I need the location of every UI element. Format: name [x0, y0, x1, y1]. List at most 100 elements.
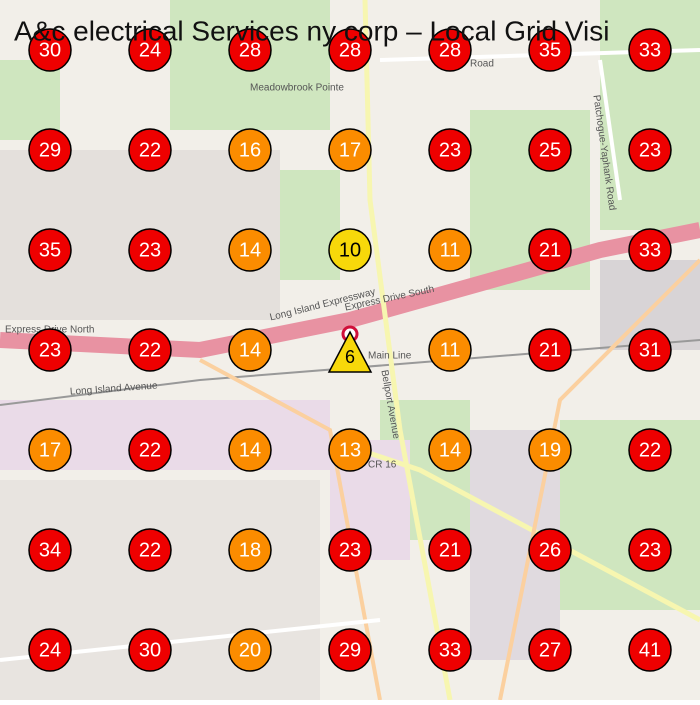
rank-marker [228, 428, 272, 472]
rank-marker [628, 28, 672, 72]
rank-marker [328, 528, 372, 572]
rank-marker [228, 328, 272, 372]
rank-label: 23 [39, 339, 61, 361]
rank-label: 29 [39, 139, 61, 161]
rank-marker [528, 328, 572, 372]
rank-label: 34 [39, 539, 61, 561]
rank-marker [28, 428, 72, 472]
rank-marker [28, 128, 72, 172]
rank-label: 35 [539, 39, 561, 61]
rank-label: 35 [39, 239, 61, 261]
rank-marker [128, 528, 172, 572]
rank-label: 33 [439, 639, 461, 661]
rank-marker [628, 128, 672, 172]
rank-label: 24 [139, 39, 161, 61]
rank-marker [228, 28, 272, 72]
rank-marker [628, 528, 672, 572]
rank-marker [228, 128, 272, 172]
rank-marker [328, 28, 372, 72]
rank-label: 25 [539, 139, 561, 161]
rank-marker [328, 628, 372, 672]
rank-marker [428, 628, 472, 672]
rank-marker [428, 528, 472, 572]
rank-label: 17 [39, 439, 61, 461]
rank-marker [28, 328, 72, 372]
rank-label: 10 [339, 239, 361, 261]
rank-marker [528, 428, 572, 472]
rank-marker [228, 528, 272, 572]
rank-marker [28, 528, 72, 572]
rank-label: 27 [539, 639, 561, 661]
rank-marker [328, 428, 372, 472]
rank-marker [128, 128, 172, 172]
rank-marker [628, 428, 672, 472]
rank-marker [528, 528, 572, 572]
rank-label: 14 [439, 439, 461, 461]
rank-marker [228, 628, 272, 672]
rank-marker [328, 228, 372, 272]
rank-label: 14 [239, 239, 261, 261]
rank-label: 23 [339, 539, 361, 561]
rank-marker [128, 328, 172, 372]
rank-label: 31 [639, 339, 661, 361]
rank-marker [128, 228, 172, 272]
rank-label: 33 [639, 239, 661, 261]
rank-label: 18 [239, 539, 261, 561]
rank-label: 41 [639, 639, 661, 661]
rank-label: 11 [440, 239, 461, 261]
rank-label: 26 [539, 539, 561, 561]
rank-label: 21 [539, 239, 561, 261]
rank-label: 28 [339, 39, 361, 61]
grid-markers: 30 24 28 28 28 35 33 29 22 16 17 23 25 23 35 23 14 10 11 21… [28, 28, 672, 672]
rank-marker [428, 228, 472, 272]
rank-label: 23 [639, 539, 661, 561]
map-label: Road [470, 59, 494, 70]
rank-label: 28 [239, 39, 261, 61]
rank-label: 22 [139, 539, 161, 561]
map-label: Meadowbrook Pointe [250, 83, 344, 94]
rank-marker [428, 28, 472, 72]
rank-label: 23 [639, 139, 661, 161]
rank-marker [28, 228, 72, 272]
rank-marker [428, 128, 472, 172]
business-marker [327, 330, 373, 373]
rank-marker [628, 228, 672, 272]
title: A&c electrical Services ny corp – Local … [14, 15, 610, 46]
rank-label: 14 [239, 439, 261, 461]
rank-label: 33 [639, 39, 661, 61]
rank-label: 21 [539, 339, 561, 361]
map-label: Main Line [368, 351, 412, 362]
rank-label: 14 [239, 339, 261, 361]
rank-marker [128, 428, 172, 472]
rank-marker [28, 28, 72, 72]
rank-marker [628, 328, 672, 372]
rank-label: 23 [439, 139, 461, 161]
rank-label: 24 [39, 639, 61, 661]
rank-marker [428, 328, 472, 372]
rank-label: 22 [139, 339, 161, 361]
rank-marker [428, 428, 472, 472]
business-rank: 6 [345, 347, 355, 367]
rank-label: 11 [440, 339, 461, 361]
rank-marker [528, 128, 572, 172]
rank-label: 17 [339, 139, 361, 161]
rank-marker [128, 28, 172, 72]
rank-label: 22 [639, 439, 661, 461]
rank-marker [128, 628, 172, 672]
rank-label: 22 [139, 439, 161, 461]
rank-marker [328, 128, 372, 172]
rank-label: 21 [439, 539, 461, 561]
rank-label: 29 [339, 639, 361, 661]
map-label: CR 16 [368, 460, 397, 471]
rank-label: 13 [339, 439, 361, 461]
rank-label: 30 [139, 639, 161, 661]
rank-marker [228, 228, 272, 272]
rank-label: 28 [439, 39, 461, 61]
rank-label: 23 [139, 239, 161, 261]
rank-label: 30 [39, 39, 61, 61]
rank-marker [528, 28, 572, 72]
rank-label: 20 [239, 639, 261, 661]
rank-marker [28, 628, 72, 672]
rank-marker [528, 228, 572, 272]
